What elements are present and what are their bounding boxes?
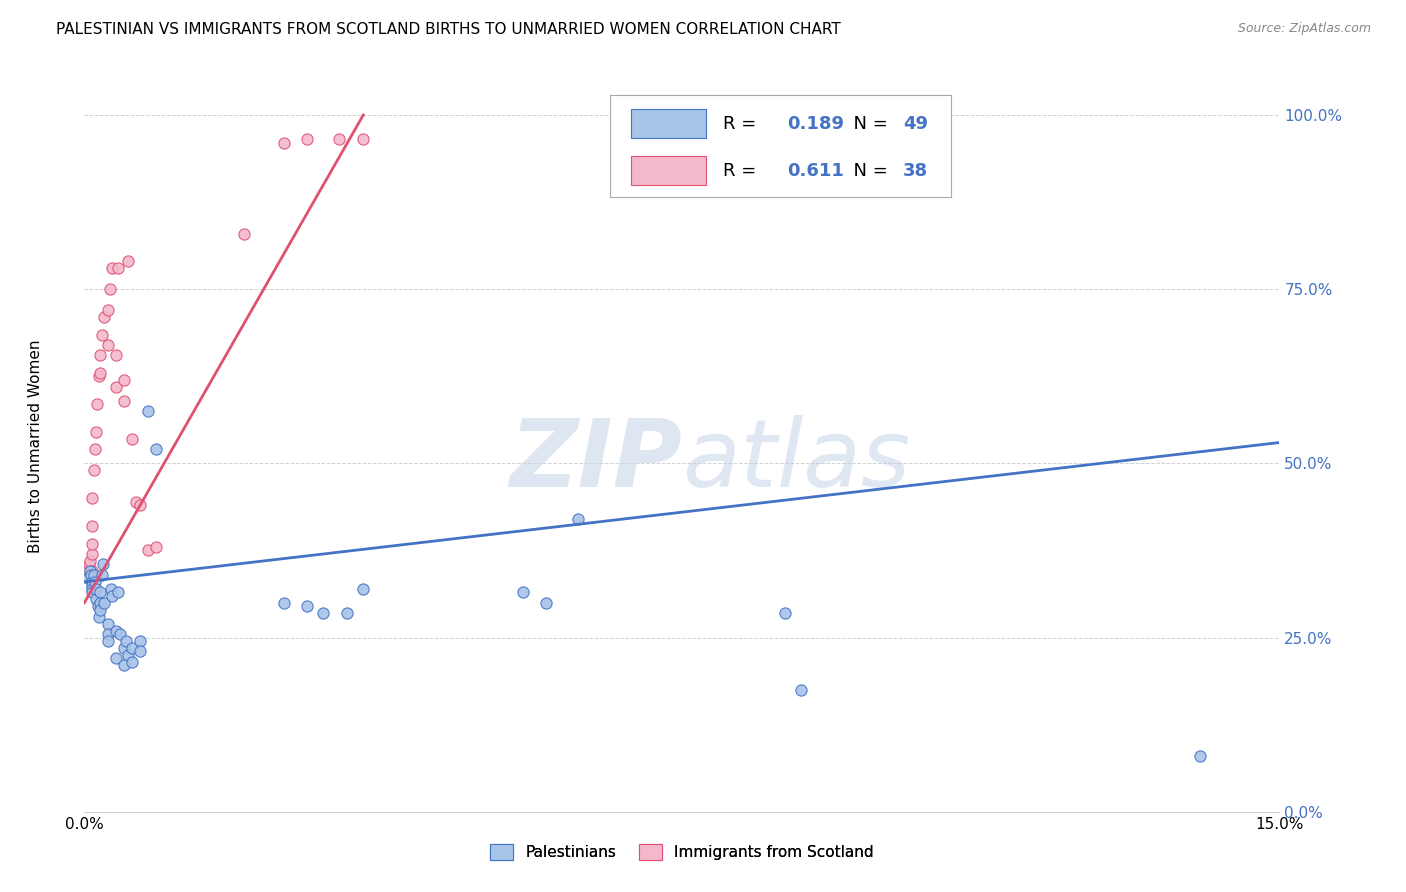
Point bbox=[129, 498, 152, 512]
Point bbox=[232, 227, 254, 241]
Point bbox=[145, 442, 167, 457]
Point bbox=[86, 582, 108, 596]
Point bbox=[89, 596, 111, 610]
Point bbox=[129, 644, 152, 658]
Point bbox=[82, 578, 104, 592]
Point bbox=[97, 627, 120, 641]
Point bbox=[82, 582, 104, 596]
Point bbox=[93, 596, 115, 610]
Point bbox=[352, 132, 374, 146]
Point bbox=[86, 397, 108, 411]
Point bbox=[105, 651, 128, 665]
Point bbox=[1188, 749, 1211, 764]
Point bbox=[567, 512, 589, 526]
Point bbox=[90, 567, 112, 582]
Point bbox=[297, 599, 319, 614]
Point bbox=[87, 599, 110, 614]
Text: PALESTINIAN VS IMMIGRANTS FROM SCOTLAND BIRTHS TO UNMARRIED WOMEN CORRELATION CH: PALESTINIAN VS IMMIGRANTS FROM SCOTLAND … bbox=[56, 22, 841, 37]
Point bbox=[80, 567, 103, 582]
Point bbox=[86, 425, 108, 439]
Point bbox=[105, 380, 128, 394]
Point bbox=[80, 547, 103, 561]
Point bbox=[90, 327, 112, 342]
Point bbox=[82, 565, 104, 579]
Point bbox=[91, 558, 114, 572]
Point bbox=[80, 567, 103, 582]
Text: Births to Unmarried Women: Births to Unmarried Women bbox=[28, 339, 42, 553]
Point bbox=[125, 494, 148, 508]
Point bbox=[136, 404, 159, 418]
Point bbox=[790, 682, 813, 697]
Point bbox=[121, 640, 143, 655]
Point bbox=[145, 540, 167, 554]
Text: Source: ZipAtlas.com: Source: ZipAtlas.com bbox=[1237, 22, 1371, 36]
Point bbox=[87, 369, 110, 384]
Point bbox=[105, 624, 128, 638]
Point bbox=[107, 261, 129, 276]
Point bbox=[82, 536, 104, 550]
Point bbox=[297, 132, 319, 146]
Point bbox=[79, 565, 101, 579]
Text: ZIP: ZIP bbox=[509, 415, 682, 507]
Point bbox=[273, 136, 295, 150]
Point bbox=[86, 592, 108, 607]
Point bbox=[77, 565, 100, 579]
Point bbox=[83, 442, 105, 457]
Point bbox=[83, 463, 105, 477]
Legend: Palestinians, Immigrants from Scotland: Palestinians, Immigrants from Scotland bbox=[484, 838, 880, 866]
Point bbox=[352, 582, 374, 596]
Point bbox=[98, 282, 121, 296]
Point bbox=[129, 634, 152, 648]
Point bbox=[121, 655, 143, 669]
Point bbox=[83, 574, 105, 589]
Point bbox=[536, 596, 558, 610]
Point bbox=[112, 373, 135, 387]
Point bbox=[100, 582, 122, 596]
Point bbox=[82, 574, 104, 589]
Point bbox=[112, 393, 135, 408]
Point bbox=[110, 627, 132, 641]
Point bbox=[89, 603, 111, 617]
Point bbox=[112, 658, 135, 673]
Point bbox=[97, 303, 120, 318]
Point bbox=[512, 585, 534, 599]
Point bbox=[82, 491, 104, 506]
Point bbox=[273, 596, 295, 610]
Point bbox=[105, 348, 128, 362]
Point bbox=[82, 519, 104, 533]
Point bbox=[79, 554, 101, 568]
Point bbox=[121, 432, 143, 446]
Point bbox=[312, 606, 335, 620]
Point bbox=[89, 348, 111, 362]
Point bbox=[101, 589, 124, 603]
Point bbox=[114, 634, 136, 648]
Point bbox=[107, 585, 129, 599]
Point bbox=[775, 606, 797, 620]
Point bbox=[112, 640, 135, 655]
Point bbox=[136, 543, 159, 558]
Point bbox=[77, 571, 100, 585]
Point bbox=[97, 616, 120, 631]
Point bbox=[87, 609, 110, 624]
Point bbox=[89, 585, 111, 599]
Text: atlas: atlas bbox=[682, 415, 910, 506]
Point bbox=[82, 585, 104, 599]
Point bbox=[117, 254, 139, 268]
Point bbox=[93, 310, 115, 325]
Point bbox=[89, 366, 111, 380]
Point bbox=[77, 558, 100, 572]
Point bbox=[97, 634, 120, 648]
Point bbox=[328, 132, 350, 146]
Point bbox=[101, 261, 124, 276]
Point bbox=[336, 606, 359, 620]
Point bbox=[117, 648, 139, 662]
Point bbox=[97, 338, 120, 352]
Point bbox=[83, 567, 105, 582]
